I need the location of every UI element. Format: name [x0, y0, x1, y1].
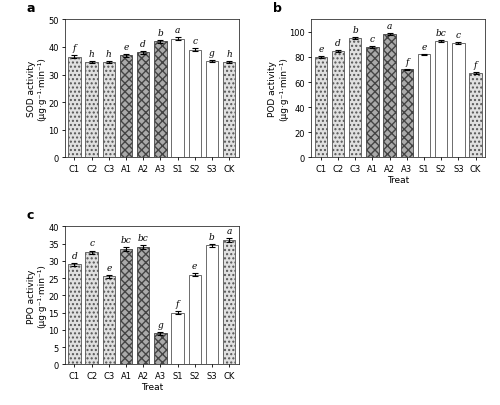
Text: h: h [226, 50, 232, 59]
Text: h: h [89, 50, 94, 59]
Text: b: b [158, 29, 163, 38]
Bar [120, 249, 132, 364]
Bar [366, 48, 378, 158]
X-axis label: Treat: Treat [140, 382, 163, 392]
Text: f: f [73, 44, 76, 53]
Bar [86, 63, 98, 158]
Text: b: b [274, 2, 282, 15]
Bar [223, 63, 235, 158]
X-axis label: Treat: Treat [387, 176, 409, 185]
Bar [172, 313, 183, 364]
Text: e: e [318, 45, 324, 54]
Text: bc: bc [120, 235, 132, 245]
Text: a: a [175, 26, 180, 35]
Bar [120, 56, 132, 158]
Bar [188, 51, 201, 158]
Text: f: f [176, 299, 179, 308]
Text: a: a [226, 227, 232, 236]
Text: e: e [192, 262, 198, 271]
Bar [137, 53, 149, 158]
Text: f: f [405, 58, 408, 66]
Text: d: d [140, 40, 146, 49]
Bar [349, 39, 362, 158]
Text: c: c [27, 208, 34, 221]
Bar [470, 74, 482, 158]
Bar [137, 247, 149, 364]
Bar [332, 51, 344, 158]
Text: a: a [387, 22, 392, 31]
Text: b: b [352, 26, 358, 35]
Text: bc: bc [436, 28, 446, 38]
Text: e: e [124, 43, 128, 52]
Bar [68, 58, 80, 158]
Text: e: e [422, 43, 426, 51]
Bar [314, 58, 327, 158]
Bar [172, 40, 183, 158]
Bar [435, 42, 448, 158]
Bar [102, 63, 115, 158]
Bar [400, 70, 413, 158]
Y-axis label: POD activity
(μg·g⁻¹·min⁻¹): POD activity (μg·g⁻¹·min⁻¹) [268, 57, 288, 121]
Y-axis label: SOD activity
(μg·g⁻¹·min⁻¹): SOD activity (μg·g⁻¹·min⁻¹) [26, 57, 46, 121]
Text: c: c [192, 37, 197, 46]
Y-axis label: PPO activity
(μg·g⁻¹·min⁻¹): PPO activity (μg·g⁻¹·min⁻¹) [26, 264, 46, 328]
Text: e: e [106, 263, 112, 272]
Bar [206, 246, 218, 364]
Bar [68, 265, 80, 364]
Text: c: c [456, 31, 461, 40]
Bar [86, 253, 98, 364]
Text: f: f [474, 61, 477, 70]
Text: h: h [106, 50, 112, 59]
Bar [418, 55, 430, 158]
Bar [206, 62, 218, 158]
Text: g: g [158, 320, 163, 329]
Bar [188, 275, 201, 364]
Text: g: g [209, 49, 215, 58]
Text: c: c [370, 35, 375, 44]
Bar [154, 42, 166, 158]
Bar [384, 35, 396, 158]
Text: bc: bc [138, 234, 148, 243]
Text: a: a [27, 2, 36, 15]
Text: c: c [89, 239, 94, 248]
Bar [452, 44, 464, 158]
Text: d: d [335, 38, 341, 48]
Text: b: b [209, 232, 215, 241]
Text: d: d [72, 251, 78, 260]
Bar [154, 334, 166, 364]
Bar [102, 277, 115, 364]
Bar [223, 241, 235, 364]
